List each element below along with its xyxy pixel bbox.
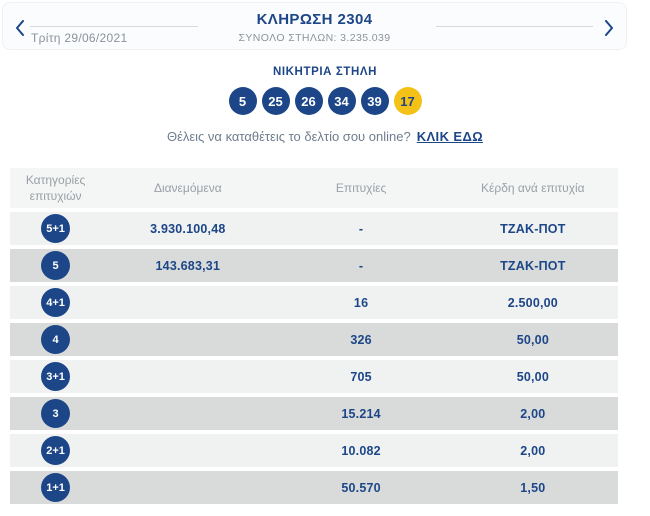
table-row: 5 143.683,31 - ΤΖΑΚ-ΠΟΤ [10,249,618,287]
click-here-link[interactable]: ΚΛΙΚ ΕΔΩ [416,129,484,144]
draw-date: Τρίτη 29/06/2021 [31,31,128,45]
table-row: 1+1 50.570 1,50 [10,471,618,509]
category-badge: 3 [41,399,71,429]
prize-value: 50,00 [516,332,549,347]
winners-value: 50.570 [341,480,381,495]
column-header-prize: Κέρδη ανά επιτυχία [481,181,585,196]
category-badge: 4 [41,325,71,355]
chevron-right-icon [604,20,614,36]
distributed-value: 143.683,31 [155,258,221,273]
prize-value: 1,50 [520,480,546,495]
column-header-distributed: Διανεμόμενα [153,181,222,196]
table-header-row: Κατηγορίες επιτυχιών Διανεμόμενα Επιτυχί… [10,168,618,213]
column-header-winners: Επιτυχίες [335,181,387,196]
winners-value: 326 [350,332,372,347]
joker-number-ball: 17 [393,87,422,115]
winning-number-ball: 26 [294,87,323,115]
category-badge: 3+1 [41,362,71,392]
prize-value: 2.500,00 [507,295,558,310]
table-row: 4 326 50,00 [10,323,618,361]
winners-value: 15.214 [341,406,381,421]
cta-row: Θέλεις να καταθέτεις το δελτίο σου onlin… [0,129,650,144]
next-draw-button[interactable] [602,20,616,36]
table-row: 2+1 10.082 2,00 [10,434,618,472]
draw-title: ΚΛΗΡΩΣΗ 2304 [256,11,373,28]
prize-value: ΤΖΑΚ-ΠΟΤ [500,221,566,236]
winning-number-ball: 25 [261,87,290,115]
winning-number-ball: 5 [228,87,257,115]
winning-number-ball: 34 [327,87,356,115]
previous-draw-button[interactable] [13,20,27,36]
winners-value: 16 [353,295,369,310]
distributed-value: 3.930.100,48 [150,221,226,236]
prize-value: 2,00 [520,443,546,458]
winners-value: 10.082 [341,443,381,458]
category-badge: 5+1 [41,214,71,244]
winning-number-ball: 39 [360,87,389,115]
chevron-left-icon [15,20,25,36]
prize-value: 50,00 [516,369,549,384]
category-badge: 1+1 [41,473,71,503]
category-badge: 2+1 [41,436,71,466]
prize-value: ΤΖΑΚ-ΠΟΤ [500,258,566,273]
winners-value: 705 [350,369,372,384]
date-divider-line [30,26,198,27]
table-row: 4+1 16 2.500,00 [10,286,618,324]
total-columns-label: ΣΥΝΟΛΟ ΣΤΗΛΩΝ: 3.235.039 [238,32,391,44]
right-divider-line [436,26,593,27]
draw-navigation-card: Τρίτη 29/06/2021 ΚΛΗΡΩΣΗ 2304 ΣΥΝΟΛΟ ΣΤΗ… [2,2,627,50]
table-row: 3+1 705 50,00 [10,360,618,398]
column-header-categories: Κατηγορίες επιτυχιών [25,173,86,204]
category-badge: 4+1 [41,288,71,318]
cta-text: Θέλεις να καταθέτεις το δελτίο σου onlin… [166,129,411,144]
prize-value: 2,00 [520,406,546,421]
table-row: 3 15.214 2,00 [10,397,618,435]
winning-column-label: ΝΙΚΗΤΡΙΑ ΣΤΗΛΗ [272,66,378,78]
winning-numbers: 5 25 26 34 39 17 [0,87,650,115]
winners-value: - [358,258,364,273]
results-table-body: 5+1 3.930.100,48 - ΤΖΑΚ-ΠΟΤ 5 143.683,31 - ΤΖΑΚ… [10,212,618,509]
winners-value: - [358,221,364,236]
results-table: Κατηγορίες επιτυχιών Διανεμόμενα Επιτυχί… [10,168,618,509]
category-badge: 5 [41,251,71,281]
table-row: 5+1 3.930.100,48 - ΤΖΑΚ-ΠΟΤ [10,212,618,250]
